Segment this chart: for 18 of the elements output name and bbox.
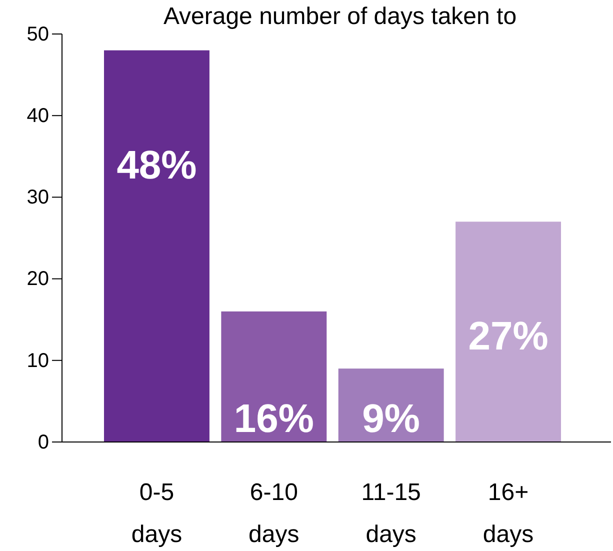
- data-label: 48%: [116, 143, 197, 188]
- data-label: 16%: [234, 397, 314, 441]
- y-tick-label: 50: [26, 23, 49, 46]
- y-tick-label: 20: [26, 268, 49, 290]
- data-label: 27%: [468, 314, 548, 359]
- x-tick-label: 6-10 days: [248, 479, 300, 548]
- x-tick-label: 11-15 days: [361, 479, 421, 548]
- y-tick-label: 0: [38, 431, 49, 454]
- data-label: 9%: [362, 397, 420, 441]
- y-tick-label: 10: [26, 350, 49, 372]
- y-tick-label: 30: [26, 186, 49, 209]
- x-tick-label: 0-5 days: [131, 479, 182, 548]
- bar: [221, 311, 327, 442]
- bar: [456, 222, 561, 442]
- y-tick-label: 40: [26, 105, 49, 127]
- bar: [104, 50, 210, 442]
- chart-title: Average number of days taken to: [163, 3, 517, 30]
- x-tick-label: 16+ days: [482, 479, 534, 548]
